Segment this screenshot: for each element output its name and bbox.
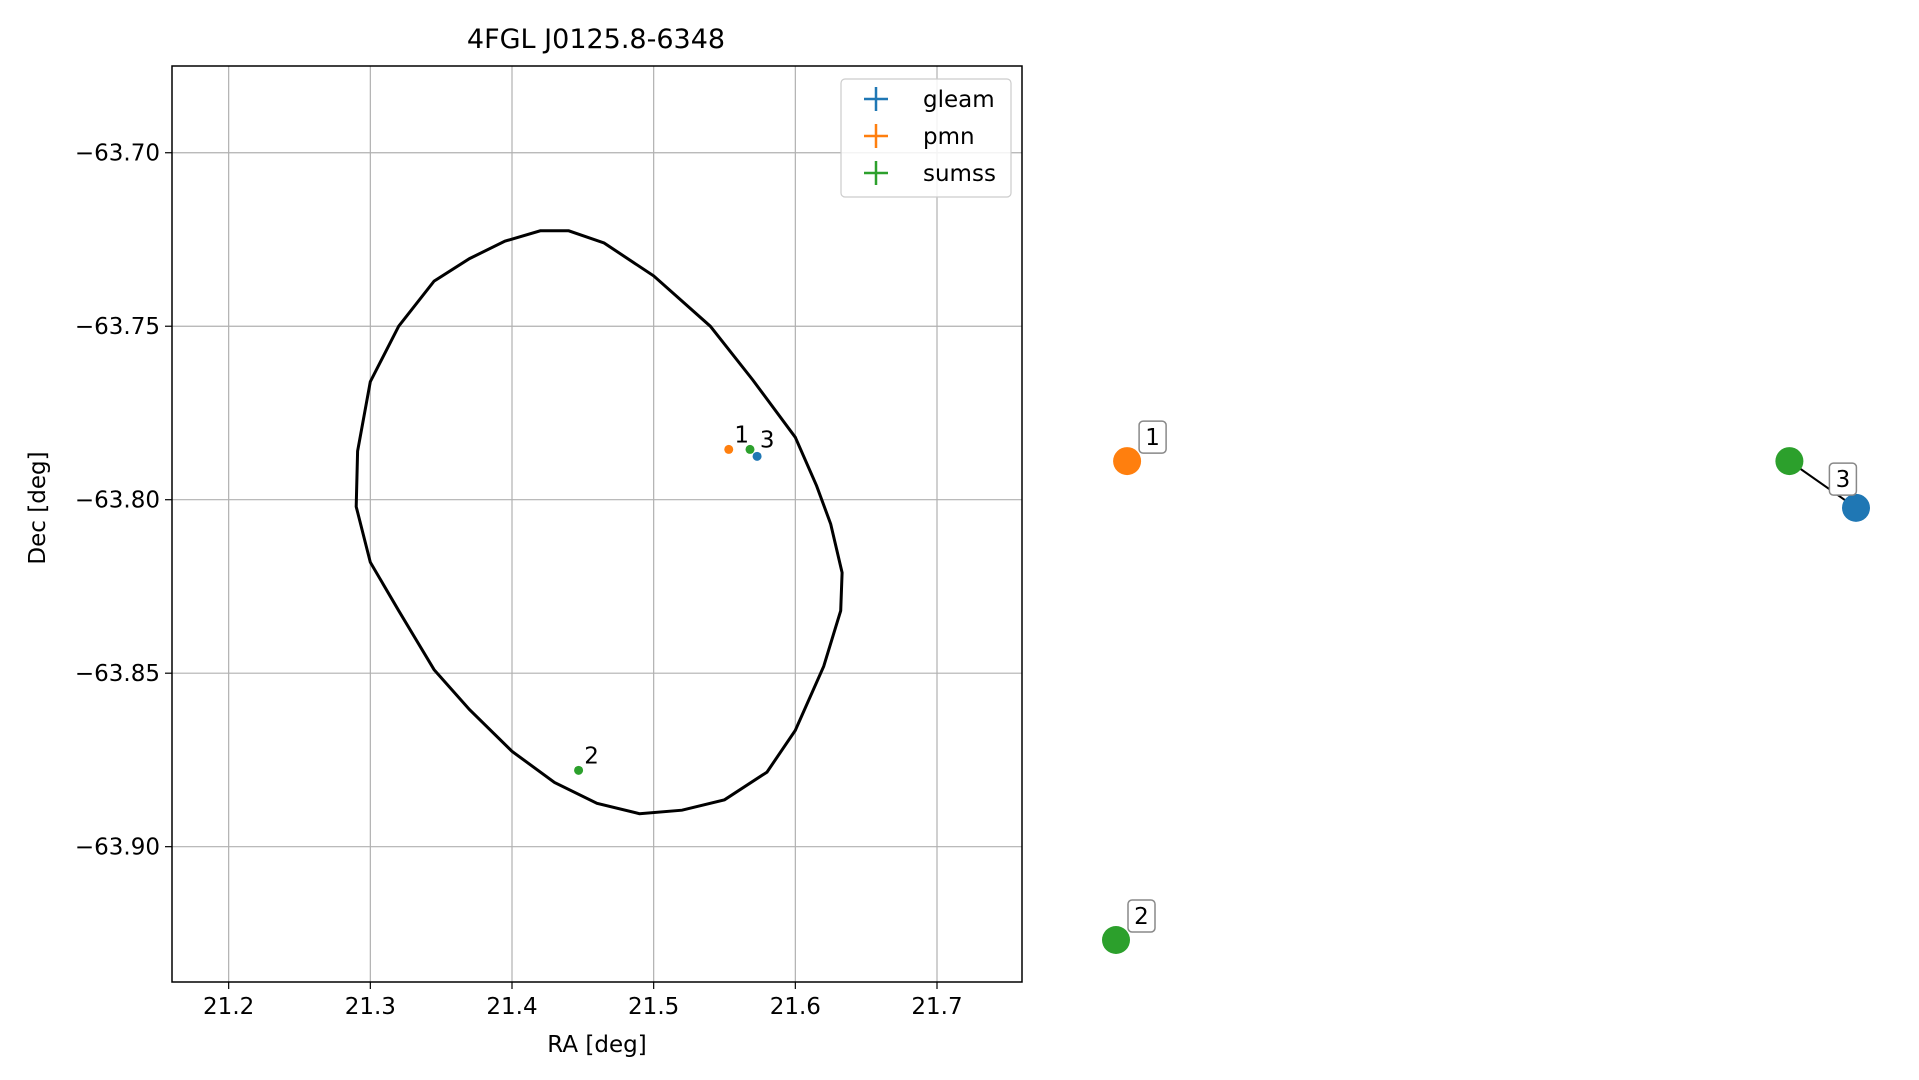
x-tick-label: 21.3	[345, 994, 396, 1020]
node-label-box	[1828, 462, 1858, 496]
scatter-point-gleam	[752, 451, 762, 461]
ellipse	[354, 229, 844, 816]
scatter-point-pmn	[724, 444, 734, 454]
chart-title: 4FGL J0125.8-6348	[467, 24, 725, 55]
axis-ticks: 21.2 21.3 21.4 21.5 21.6 21.7 −63.70 −63.75 −63.…	[75, 141, 963, 1020]
node-label: 2	[1134, 904, 1149, 930]
legend-label: sumss	[923, 161, 996, 187]
grid	[172, 66, 1022, 982]
legend-label: pmn	[923, 124, 975, 150]
node-3	[1842, 493, 1870, 522]
y-tick-label: −63.70	[75, 141, 160, 167]
x-tick-label: 21.7	[911, 994, 962, 1020]
node-label: 3	[1836, 467, 1851, 493]
node-1	[1113, 447, 1142, 476]
x-tick-label: 21.2	[203, 994, 254, 1020]
legend-label: gleam	[923, 87, 995, 113]
x-axis-label: RA [deg]	[547, 1032, 646, 1058]
node-label: 1	[1145, 425, 1160, 451]
y-tick-label: −63.90	[75, 835, 160, 861]
plot-frame	[171, 65, 1023, 983]
node-3	[1775, 447, 1804, 476]
point-label: 2	[584, 743, 599, 769]
node-2	[1102, 926, 1130, 954]
x-tick-label: 21.6	[770, 994, 821, 1020]
point-label: 1	[734, 422, 749, 448]
node-label-box	[1127, 899, 1156, 933]
legend-box	[840, 78, 1012, 198]
y-tick-label: −63.85	[75, 661, 160, 687]
x-tick-label: 21.5	[628, 994, 679, 1020]
point-label: 3	[760, 428, 775, 454]
x-tick-label: 21.4	[486, 994, 537, 1020]
scatter-points: 1 3 2	[574, 422, 775, 775]
scatter-point-sumss	[745, 444, 755, 454]
legend: gleam pmn sumss	[840, 78, 1012, 198]
scatter-point-sumss	[574, 765, 584, 775]
y-tick-label: −63.75	[75, 314, 160, 340]
node-label-box	[1138, 420, 1167, 454]
y-axis-label: Dec [deg]	[25, 451, 51, 564]
error-ellipse	[354, 229, 844, 816]
y-tick-label: −63.80	[75, 488, 160, 514]
side-panel: 1 2 3	[1102, 420, 1870, 954]
